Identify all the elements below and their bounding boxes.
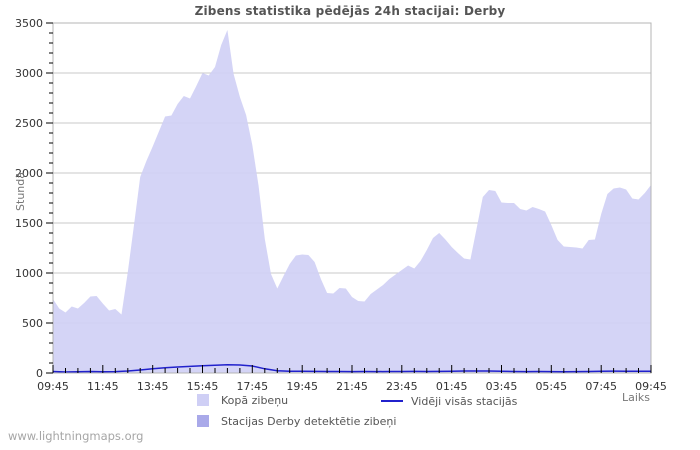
svg-text:17:45: 17:45 — [236, 380, 268, 393]
legend-item-derby-detected: Stacijas Derby detektētie zibeņi — [197, 415, 396, 429]
legend-label-total-lightning: Kopā zibeņu — [221, 394, 289, 407]
svg-text:11:45: 11:45 — [87, 380, 119, 393]
legend-label-derby-detected: Stacijas Derby detektētie zibeņi — [221, 415, 397, 428]
watermark-text: www.lightningmaps.org — [8, 429, 144, 443]
svg-text:0: 0 — [36, 367, 43, 380]
svg-text:1000: 1000 — [15, 267, 43, 280]
svg-text:19:45: 19:45 — [286, 380, 318, 393]
svg-text:2500: 2500 — [15, 117, 43, 130]
legend-item-average-all-stations: Vidēji visās stacijās — [381, 395, 517, 409]
y-axis-title: Stundā — [14, 172, 27, 211]
svg-text:21:45: 21:45 — [336, 380, 368, 393]
legend-swatch-derby-detected — [197, 415, 209, 427]
svg-text:3500: 3500 — [15, 17, 43, 30]
legend-swatch-total-lightning — [197, 394, 209, 406]
svg-text:05:45: 05:45 — [535, 380, 567, 393]
legend-swatch-average-line — [381, 400, 403, 402]
svg-text:03:45: 03:45 — [486, 380, 518, 393]
legend-item-total-lightning: Kopā zibeņu — [197, 394, 288, 408]
svg-text:01:45: 01:45 — [436, 380, 468, 393]
svg-text:500: 500 — [22, 317, 43, 330]
svg-text:07:45: 07:45 — [585, 380, 617, 393]
svg-text:23:45: 23:45 — [386, 380, 418, 393]
legend-label-average-all-stations: Vidēji visās stacijās — [411, 395, 518, 408]
svg-text:09:45: 09:45 — [635, 380, 667, 393]
svg-text:1500: 1500 — [15, 217, 43, 230]
svg-text:09:45: 09:45 — [37, 380, 69, 393]
svg-text:13:45: 13:45 — [137, 380, 169, 393]
svg-text:2000: 2000 — [15, 167, 43, 180]
svg-text:15:45: 15:45 — [187, 380, 219, 393]
svg-text:3000: 3000 — [15, 67, 43, 80]
chart-title: Zibens statistika pēdējās 24h stacijai: … — [194, 4, 506, 18]
x-axis-title: Laiks — [622, 391, 651, 404]
